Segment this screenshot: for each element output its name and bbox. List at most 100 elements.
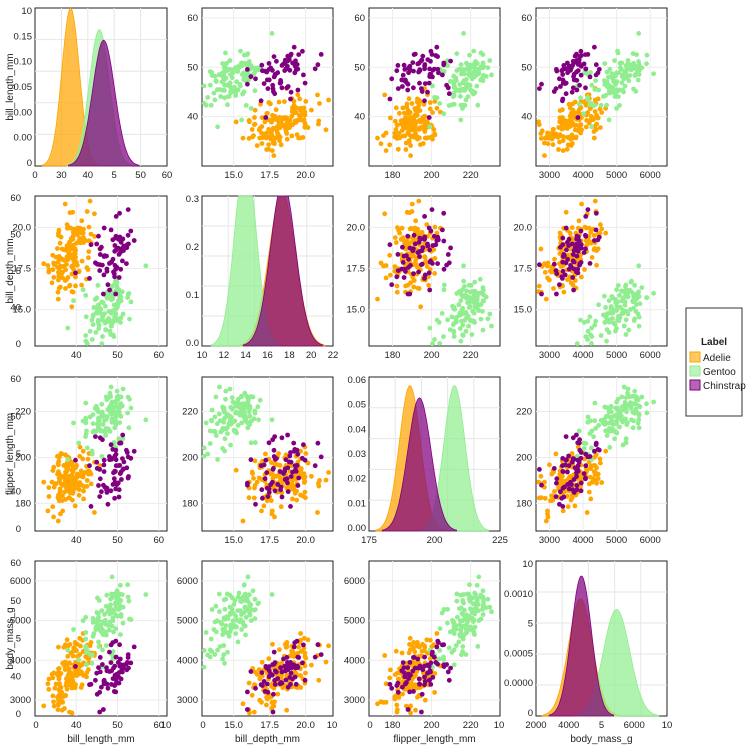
point-adelie	[323, 659, 329, 665]
point-chinstrap	[403, 268, 408, 274]
point-gentoo	[475, 102, 481, 108]
point-chinstrap	[73, 664, 78, 669]
point-adelie	[51, 484, 57, 490]
point-chinstrap	[282, 68, 288, 73]
point-chinstrap	[561, 494, 567, 500]
y-tick-label: 40	[354, 112, 365, 123]
point-adelie	[326, 470, 331, 475]
point-adelie	[284, 707, 290, 713]
x-tick-label: 10	[662, 720, 673, 731]
point-chinstrap	[120, 258, 125, 264]
point-gentoo	[625, 294, 631, 300]
point-adelie	[427, 656, 433, 661]
point-gentoo	[430, 341, 435, 347]
legend-label-chinstrap: Chinstrap	[703, 381, 746, 392]
point-adelie	[413, 258, 418, 264]
point-adelie	[375, 135, 380, 141]
point-gentoo	[114, 316, 120, 322]
point-chinstrap	[592, 448, 597, 454]
point-gentoo	[269, 417, 275, 423]
point-gentoo	[214, 87, 220, 93]
point-gentoo	[209, 70, 215, 75]
point-adelie	[254, 479, 260, 485]
point-adelie	[317, 101, 322, 106]
point-adelie	[86, 255, 91, 261]
point-chinstrap	[551, 89, 557, 94]
point-chinstrap	[272, 677, 278, 683]
point-adelie	[276, 451, 281, 456]
point-chinstrap	[291, 44, 297, 50]
point-gentoo	[447, 629, 453, 635]
point-adelie	[58, 256, 64, 261]
point-adelie	[298, 673, 303, 678]
point-gentoo	[222, 88, 227, 93]
point-adelie	[584, 118, 589, 123]
point-chinstrap	[448, 665, 453, 671]
point-gentoo	[128, 405, 134, 411]
point-gentoo	[223, 396, 228, 402]
y-tick-label: 40	[187, 112, 198, 123]
point-gentoo	[246, 606, 252, 612]
point-gentoo	[222, 617, 227, 622]
point-chinstrap	[387, 96, 393, 102]
point-chinstrap	[560, 67, 566, 73]
point-adelie	[81, 488, 86, 494]
x-tick-label: 40	[71, 535, 82, 546]
point-gentoo	[99, 453, 105, 459]
point-chinstrap	[569, 241, 575, 247]
point-gentoo	[109, 297, 114, 303]
point-adelie	[393, 240, 399, 245]
point-adelie	[79, 218, 85, 224]
point-gentoo	[201, 648, 207, 653]
point-chinstrap	[312, 654, 318, 660]
point-gentoo	[246, 592, 252, 597]
point-gentoo	[619, 413, 624, 419]
point-adelie	[427, 106, 433, 112]
point-gentoo	[474, 83, 480, 89]
point-adelie	[254, 671, 260, 677]
point-gentoo	[93, 403, 99, 409]
point-adelie	[269, 508, 275, 514]
point-adelie	[74, 232, 80, 238]
point-gentoo	[602, 404, 608, 410]
point-gentoo	[221, 69, 227, 75]
point-adelie	[583, 102, 589, 108]
point-chinstrap	[121, 243, 127, 249]
point-adelie	[309, 662, 314, 668]
point-adelie	[302, 124, 308, 130]
x-tick-label: 15.0	[224, 720, 243, 731]
point-chinstrap	[571, 287, 576, 293]
point-gentoo	[250, 588, 256, 594]
point-gentoo	[87, 652, 93, 657]
point-chinstrap	[288, 450, 293, 455]
point-chinstrap	[563, 457, 569, 463]
point-adelie	[252, 115, 257, 120]
point-adelie	[50, 504, 56, 510]
point-adelie	[50, 267, 56, 273]
point-gentoo	[213, 433, 219, 438]
point-adelie	[392, 264, 398, 269]
point-gentoo	[451, 631, 457, 636]
point-gentoo	[252, 408, 258, 414]
point-adelie	[426, 282, 431, 288]
point-gentoo	[211, 429, 217, 434]
point-gentoo	[607, 445, 613, 450]
point-gentoo	[464, 288, 469, 294]
point-gentoo	[222, 660, 228, 666]
point-chinstrap	[263, 457, 269, 463]
point-adelie	[87, 470, 93, 475]
point-adelie	[316, 677, 322, 683]
point-gentoo	[111, 608, 117, 614]
point-chinstrap	[285, 480, 290, 486]
point-adelie	[564, 146, 570, 152]
point-chinstrap	[422, 66, 427, 72]
point-adelie	[407, 642, 412, 647]
point-chinstrap	[578, 228, 584, 234]
point-adelie	[296, 644, 301, 650]
point-chinstrap	[271, 54, 277, 59]
x-tick-label: 4000	[572, 170, 593, 181]
point-gentoo	[243, 632, 248, 638]
point-chinstrap	[583, 233, 589, 239]
